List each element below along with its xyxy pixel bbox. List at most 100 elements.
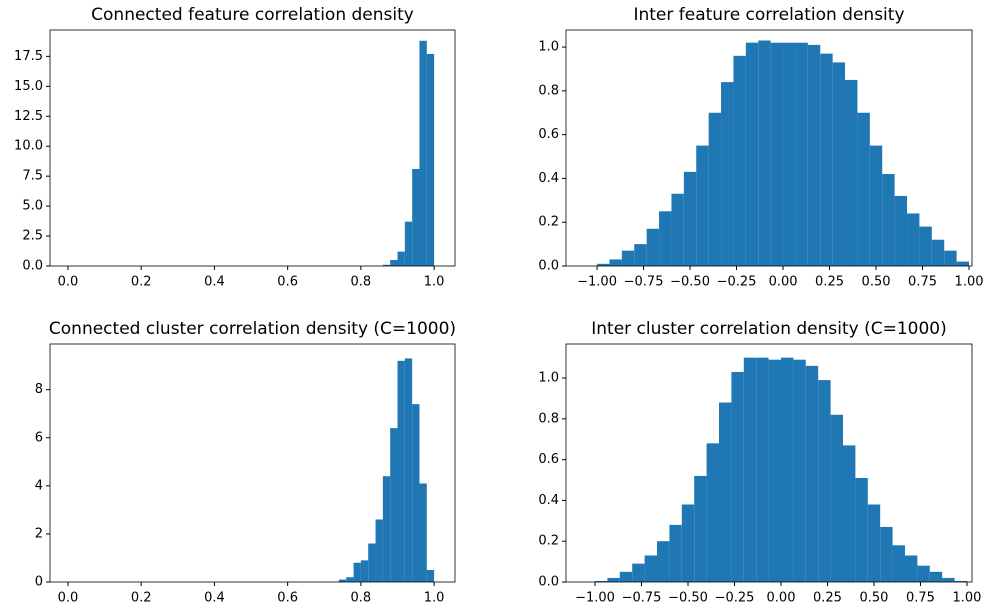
y-tick-label: 1.0 <box>538 371 559 386</box>
bar <box>795 42 808 267</box>
subplot-title: Connected feature correlation density <box>91 5 414 25</box>
bar <box>694 475 707 582</box>
axes-frame <box>565 29 973 267</box>
bar <box>669 524 682 582</box>
x-tick-label: 1.0 <box>424 591 445 606</box>
bar <box>820 53 833 266</box>
bar <box>733 55 746 266</box>
x-tick-label: 0.00 <box>767 591 796 606</box>
x-tick-label: 0.0 <box>58 275 79 290</box>
x-tick-label: 0.8 <box>351 275 372 290</box>
x-tick-label: −0.75 <box>624 275 664 290</box>
bar <box>783 42 796 267</box>
bar <box>855 477 868 582</box>
y-tick-label: 17.5 <box>14 49 43 64</box>
y-tick-label: 0.6 <box>538 452 559 467</box>
subplot-title: Inter feature correlation density <box>633 5 904 25</box>
bar <box>845 79 858 266</box>
y-tick-label: 0 <box>35 575 43 590</box>
bar <box>919 226 932 266</box>
bar <box>619 571 633 582</box>
x-tick-label: 0.4 <box>204 275 225 290</box>
bar <box>708 112 722 266</box>
y-tick-label: 7.5 <box>22 169 43 184</box>
bar <box>780 357 794 582</box>
bar <box>404 358 413 582</box>
bar <box>954 580 967 582</box>
bar <box>696 145 709 266</box>
bar <box>929 571 943 582</box>
y-tick-label: 5.0 <box>22 199 43 214</box>
x-tick-label: 0.8 <box>351 591 372 606</box>
bar <box>397 251 405 266</box>
bar <box>731 371 744 582</box>
bar <box>818 380 831 582</box>
bar <box>646 228 660 266</box>
bar <box>867 504 881 582</box>
bar <box>353 562 361 582</box>
bar <box>869 145 883 266</box>
bar <box>397 360 405 582</box>
bar <box>659 211 672 266</box>
bar <box>880 526 893 582</box>
bar <box>634 244 647 266</box>
y-tick-label: 8 <box>35 382 43 397</box>
x-tick-label: 0.2 <box>131 275 152 290</box>
x-tick-label: −0.50 <box>668 591 708 606</box>
bar <box>756 357 769 582</box>
bar <box>368 543 376 582</box>
bar <box>426 53 435 266</box>
bar <box>338 579 347 582</box>
bar <box>807 44 821 266</box>
bar <box>745 42 759 267</box>
x-tick-label: 0.50 <box>860 591 889 606</box>
bar <box>644 555 658 582</box>
y-tick-label: 0.4 <box>538 493 559 508</box>
bar <box>832 62 846 266</box>
bar <box>931 239 945 266</box>
bar <box>621 250 635 266</box>
x-tick-label: 0.25 <box>815 275 844 290</box>
bar <box>907 213 920 266</box>
bar <box>743 357 757 582</box>
x-tick-label: 0.25 <box>813 591 842 606</box>
bar <box>830 414 843 582</box>
bar <box>382 476 391 582</box>
bar <box>412 168 420 266</box>
bar <box>382 264 391 266</box>
bar <box>944 250 957 266</box>
bar <box>721 82 734 266</box>
y-tick-label: 6 <box>35 430 43 445</box>
x-tick-label: −0.25 <box>717 275 757 290</box>
bar <box>426 569 435 582</box>
bar <box>805 365 819 582</box>
bar <box>793 359 806 582</box>
y-tick-label: 0.0 <box>538 575 559 590</box>
bar <box>768 359 781 582</box>
subplot-title: Connected cluster correlation density (C… <box>49 319 456 339</box>
x-tick-label: 1.00 <box>953 591 982 606</box>
y-tick-label: 4 <box>35 478 43 493</box>
x-tick-label: −1.00 <box>575 591 615 606</box>
bar <box>412 404 420 582</box>
bar <box>894 195 908 266</box>
axes-frame <box>49 29 456 267</box>
bar <box>657 541 670 582</box>
bar <box>681 504 695 582</box>
bar <box>671 193 684 266</box>
y-tick-label: 0.0 <box>22 259 43 274</box>
y-tick-label: 2 <box>35 526 43 541</box>
bar <box>956 261 970 266</box>
y-tick-label: 0.2 <box>538 215 559 230</box>
bar <box>404 221 413 266</box>
x-tick-label: 0.0 <box>58 591 79 606</box>
bar <box>882 174 895 266</box>
y-tick-label: 0.8 <box>538 411 559 426</box>
bar <box>360 560 369 582</box>
x-tick-label: 0.2 <box>131 591 152 606</box>
x-tick-label: 0.75 <box>906 591 935 606</box>
bar <box>609 259 622 266</box>
x-tick-label: 0.4 <box>204 591 225 606</box>
bar <box>942 577 955 582</box>
y-tick-label: 0.4 <box>538 171 559 186</box>
